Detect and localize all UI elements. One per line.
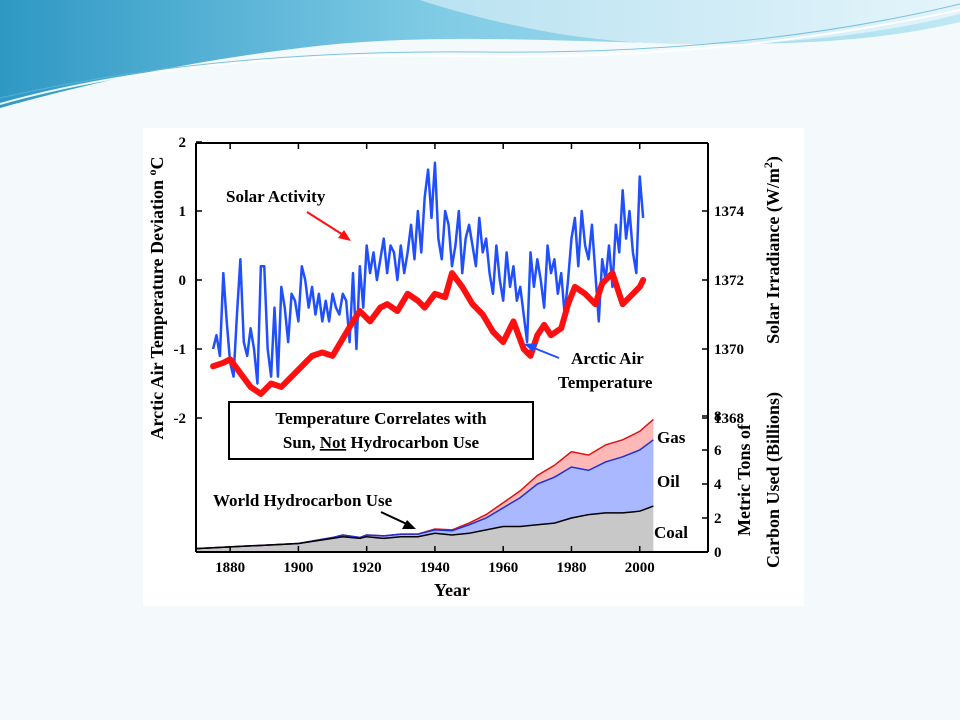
chart: 1880 1900 1920 1940 1960 1980 2000 2 1 0 -1 -2 1374 1…: [145, 135, 784, 600]
right-solar-tick-label: 1370: [714, 342, 744, 358]
solar-activity-arrowhead: [338, 230, 351, 241]
left-tick-label: 1: [179, 204, 187, 220]
correlation-box: [228, 401, 534, 460]
x-tick-label: 2000: [625, 560, 655, 576]
right-bottom-axis-title-line1: Metric Tons of: [734, 423, 754, 536]
right-solar-tick-label: 1372: [714, 273, 744, 289]
oil-line: [195, 439, 654, 550]
coal-area: [196, 506, 654, 552]
carbon-area-layer: [195, 418, 654, 552]
arctic-temperature-line: [211, 161, 645, 385]
world-hydrocarbon-arrowhead: [402, 520, 416, 529]
slide-header-swoosh: [0, 0, 960, 108]
oil-area: [196, 439, 654, 549]
banner-wave-line-1: [0, 9, 960, 105]
x-tick-label: 1900: [283, 560, 313, 576]
coal-line: [195, 505, 654, 550]
axis-title-layer: Year Arctic Air Temperature Deviation oC…: [145, 156, 784, 600]
right-carbon-tick-label: 6: [714, 443, 722, 459]
banner-wave-line-2: [0, 3, 960, 99]
right-carbon-tick-label: 2: [714, 511, 722, 527]
x-axis-title: Year: [434, 580, 470, 600]
correlation-text-line2: Sun, Not Hydrocarbon Use: [283, 433, 480, 452]
left-tick-label: -2: [174, 411, 187, 427]
solar-activity-line: [210, 270, 647, 397]
right-top-axis-title: Solar Irradiance (W/m2): [761, 156, 784, 344]
x-tick-label: 1920: [352, 560, 382, 576]
line-layer: [210, 161, 647, 397]
axis-layer: 1880 1900 1920 1940 1960 1980 2000 2 1 0 -1 -2 1374 1…: [174, 135, 745, 576]
gas-label: Gas: [657, 428, 686, 447]
arctic-air-arrowhead: [524, 343, 538, 352]
arctic-air-label-line1: Arctic Air: [571, 349, 644, 368]
x-tick-label: 1980: [556, 560, 586, 576]
left-axis-title: Arctic Air Temperature Deviation oC: [145, 157, 167, 440]
not-underlined: Not: [320, 433, 347, 452]
x-tick-label: 1880: [215, 560, 245, 576]
right-carbon-tick-label: 0: [714, 545, 722, 561]
right-bottom-axis-title-line2: Carbon Used (Billions): [763, 392, 784, 568]
left-tick-label: 0: [179, 273, 187, 289]
correlation-text-line1: Temperature Correlates with: [275, 409, 487, 428]
world-hydrocarbon-label: World Hydrocarbon Use: [213, 491, 393, 510]
right-carbon-tick-label: 4: [714, 477, 722, 493]
coal-label: Coal: [654, 523, 688, 542]
solar-activity-arrow: [306, 211, 349, 239]
x-tick-label: 1960: [488, 560, 518, 576]
arctic-air-label-line2: Temperature: [558, 373, 653, 392]
annotation-layer: Solar Activity Arctic Air Temperature Te…: [213, 187, 688, 542]
solar-activity-label: Solar Activity: [226, 187, 326, 206]
chart-image: 1880 1900 1920 1940 1960 1980 2000 2 1 0 -1 -2 1374 1…: [143, 128, 804, 606]
right-solar-tick-label: 1368: [714, 411, 744, 427]
left-tick-label: 2: [179, 135, 187, 151]
oil-label: Oil: [657, 472, 680, 491]
right-carbon-tick-label: 8: [714, 409, 722, 425]
x-tick-label: 1940: [420, 560, 450, 576]
right-solar-tick-label: 1374: [714, 204, 745, 220]
left-tick-label: -1: [174, 342, 187, 358]
